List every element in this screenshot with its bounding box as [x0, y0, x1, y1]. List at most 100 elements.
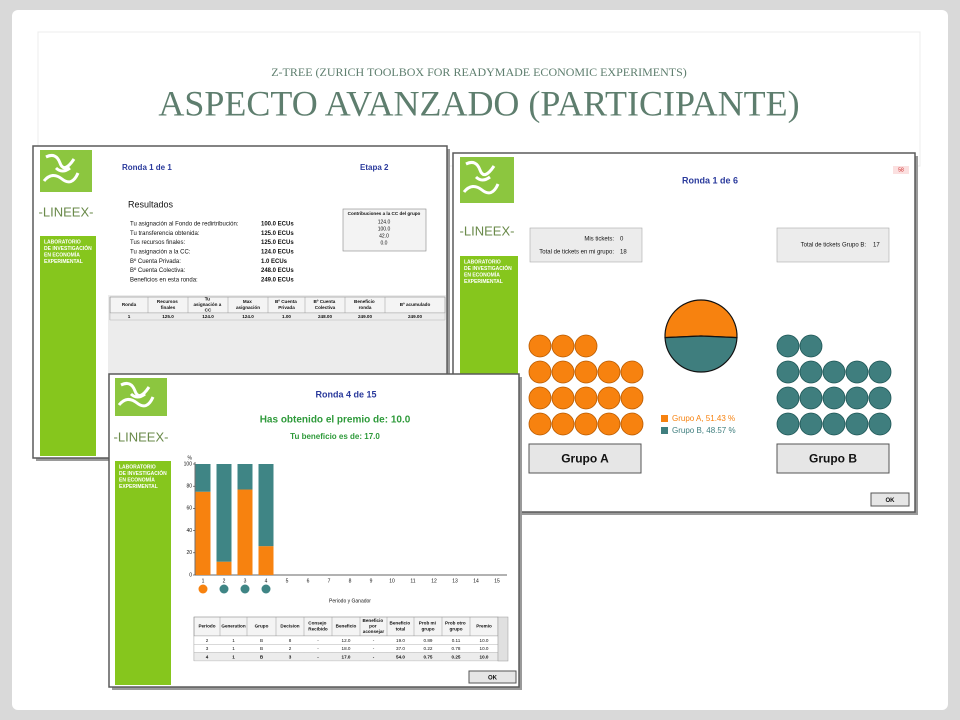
column-header: Consejo Recibido	[308, 621, 328, 632]
info-label: Total de tickets en mi grupo:	[539, 250, 614, 256]
lab-line: EN ECONOMÍA	[44, 250, 80, 258]
x-tick-label: 14	[473, 578, 479, 584]
cell: 125.0	[162, 314, 174, 319]
ticket	[597, 360, 621, 384]
column-header: Premio	[476, 624, 492, 629]
cell: 0.11	[452, 638, 461, 643]
cell: 3	[206, 646, 209, 651]
cell: 1	[128, 314, 131, 319]
cell: -	[373, 638, 375, 643]
cell: 249.00	[358, 314, 372, 319]
ticket	[597, 386, 621, 410]
lab-line: LABORATORIO	[464, 259, 501, 265]
sidebar-bar	[40, 236, 96, 456]
cell: 124.0	[242, 314, 254, 319]
bar	[195, 464, 211, 492]
cell: -	[373, 646, 375, 651]
button-face	[528, 443, 642, 474]
button[interactable]: OK	[468, 670, 517, 684]
info-value: 18	[620, 250, 627, 256]
lab-line: EN ECONOMÍA	[464, 270, 500, 278]
x-tick-label: 3	[244, 578, 247, 584]
info-label: Total de tickets Grupo B:	[801, 243, 867, 249]
column-header: Beneficio	[336, 624, 357, 629]
cell: 37.0	[396, 646, 405, 651]
bar	[258, 464, 274, 547]
table-row	[109, 312, 446, 321]
ticket	[620, 386, 644, 410]
cell: 1	[232, 638, 235, 643]
ticket	[845, 386, 869, 410]
cell: 4	[206, 654, 209, 659]
bar	[237, 489, 253, 575]
cell: 249.00	[408, 314, 422, 319]
result-label: Tu asignación al Fondo de redirtribución…	[130, 222, 239, 228]
ticket	[551, 386, 575, 410]
stage: Etapa 2	[360, 163, 389, 172]
ticket	[776, 334, 800, 358]
ticket	[528, 386, 552, 410]
y-axis-label: %	[188, 455, 193, 461]
cell: 0.25	[452, 654, 461, 659]
column-header: Ronda	[122, 302, 137, 307]
cell: -	[373, 654, 375, 659]
y-tick-label: 100	[184, 461, 193, 467]
result-value: 1.0 ECUs	[261, 259, 288, 265]
slide-title: ASPECTO AVANZADO (PARTICIPANTE)	[158, 83, 799, 123]
ticket	[799, 360, 823, 384]
cell: 8	[289, 638, 292, 643]
button-label: Grupo A	[561, 452, 609, 466]
bar	[258, 546, 274, 575]
y-tick-label: 80	[186, 484, 192, 490]
ticket	[799, 386, 823, 410]
result-value: 248.0 ECUs	[261, 268, 294, 274]
brand-name: -LINEEX-	[460, 223, 515, 238]
ticket	[845, 412, 869, 436]
cell: 0.22	[424, 646, 433, 651]
column-header: Bº acumulado	[400, 302, 431, 307]
ticket	[620, 360, 644, 384]
legend-swatch	[661, 427, 668, 434]
ticket	[528, 412, 552, 436]
ticket	[799, 334, 823, 358]
kicker: Z-TREE (ZURICH TOOLBOX FOR READYMADE ECO…	[271, 65, 687, 79]
sidebar-bar	[115, 461, 171, 685]
prize: Has obtenido el premio de: 10.0	[260, 415, 411, 426]
cell: B	[260, 638, 263, 643]
button-label: OK	[488, 676, 498, 682]
button[interactable]: OK	[870, 492, 910, 507]
brand-name: -LINEEX-	[39, 204, 94, 219]
cell: 10.0	[480, 646, 489, 651]
cell: B	[260, 646, 263, 651]
pie-slice	[664, 335, 738, 373]
button[interactable]: Grupo B	[776, 443, 890, 474]
ticket	[551, 360, 575, 384]
title-box	[37, 31, 921, 167]
column-header: Tu asignación a CC	[193, 297, 222, 313]
ticket	[822, 412, 846, 436]
contrib-value: 42.0	[379, 233, 389, 239]
result-value: 125.0 ECUs	[261, 231, 294, 237]
logo-swirl	[117, 382, 155, 408]
button-face	[468, 670, 517, 684]
contrib-value: 100.0	[378, 226, 391, 232]
cell: 10.0	[480, 654, 489, 659]
round: Ronda 1 de 6	[682, 175, 738, 185]
round: Ronda 1 de 1	[122, 163, 172, 172]
result-label: Tu asignación a la CC:	[130, 249, 191, 255]
ticket	[551, 334, 575, 358]
result-label: Tus recursos finales:	[130, 240, 185, 246]
column-header: Beneficio ronda	[354, 299, 376, 310]
contrib-value: 0.0	[381, 240, 388, 246]
column-header: Beneficio total	[390, 621, 412, 632]
button[interactable]: Grupo A	[528, 443, 642, 474]
ticket	[776, 412, 800, 436]
cell: 248.00	[318, 314, 332, 319]
legend-label: Grupo A, 51.43 %	[672, 414, 735, 423]
info-box	[529, 227, 643, 263]
result-label: Bº Cuenta Colectiva:	[130, 267, 186, 274]
result-value: 100.0 ECUs	[261, 222, 294, 228]
heading: Resultados	[128, 199, 174, 209]
ticket	[868, 360, 892, 384]
